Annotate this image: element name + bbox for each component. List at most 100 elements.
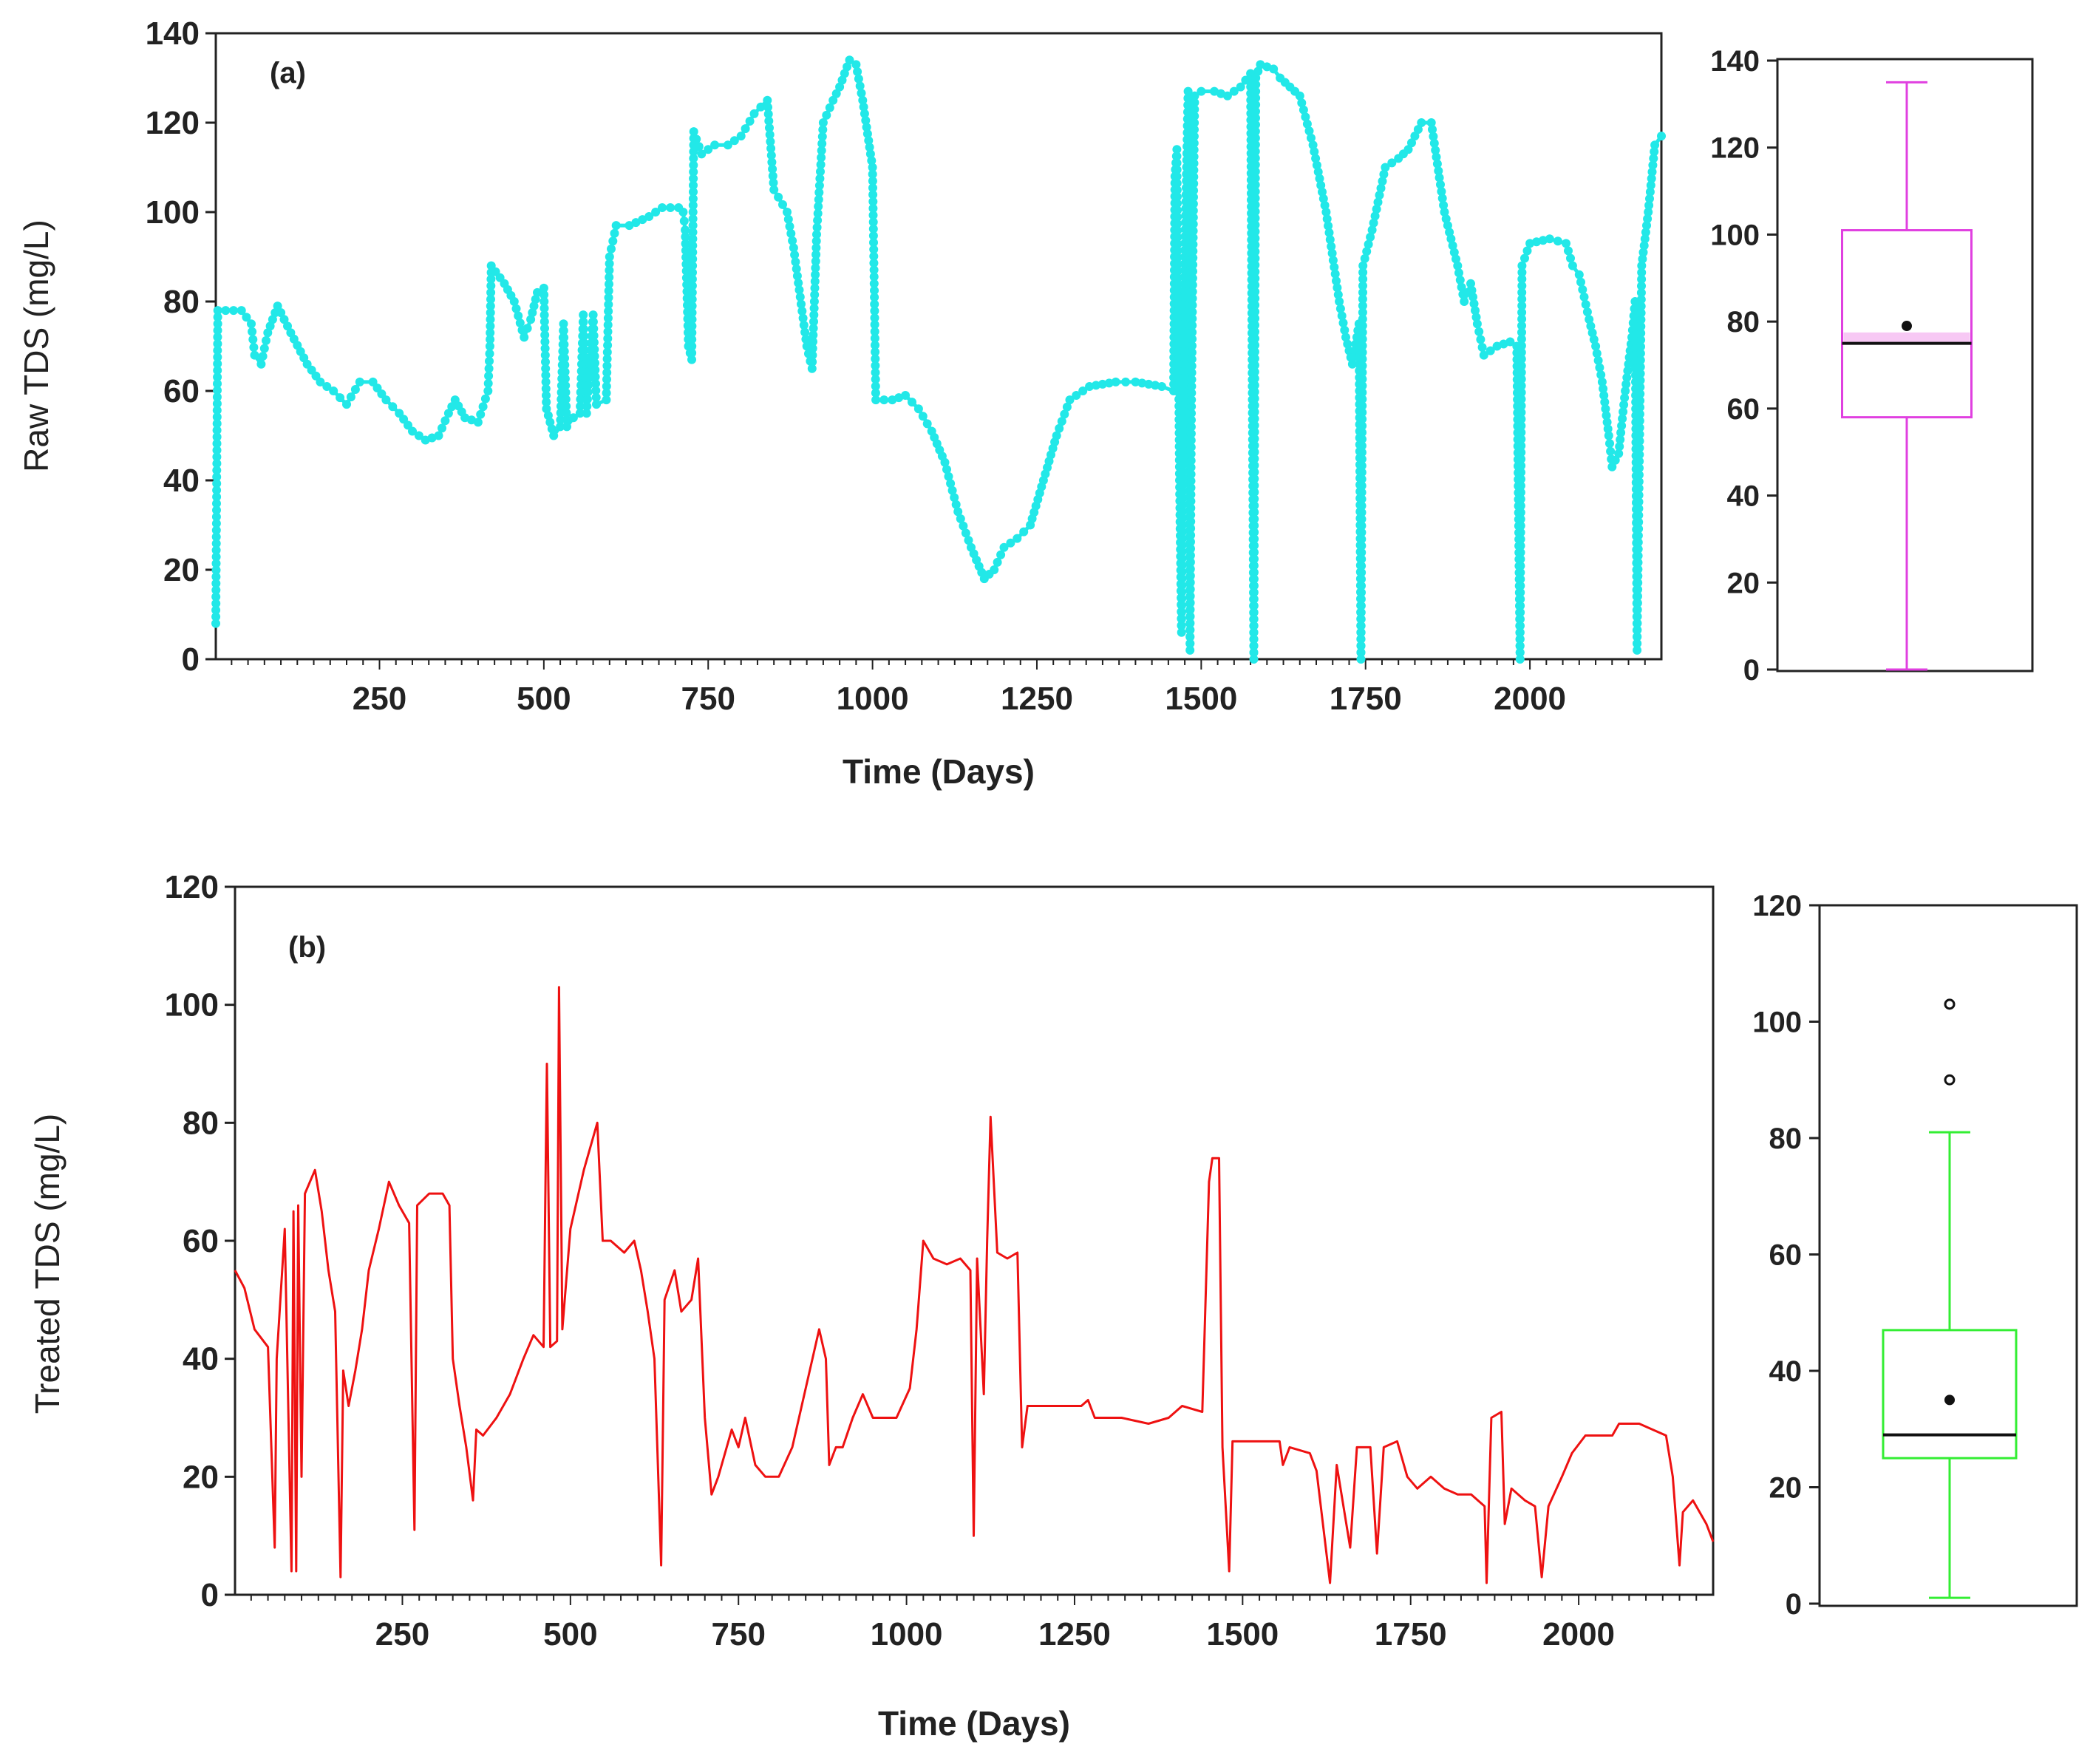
outlier-point	[1944, 998, 1956, 1010]
box-y-tick-label: 120	[1710, 132, 1760, 165]
data-point	[1439, 200, 1449, 210]
data-point	[1335, 304, 1345, 313]
data-point	[1635, 463, 1644, 473]
data-point	[868, 163, 877, 172]
data-point	[1623, 366, 1633, 375]
data-point	[1357, 494, 1367, 504]
data-point	[1315, 174, 1324, 183]
data-point	[1185, 619, 1195, 628]
data-point	[1250, 434, 1259, 443]
data-point	[1517, 321, 1526, 330]
data-point	[1358, 341, 1367, 350]
data-point	[213, 319, 222, 329]
data-point	[1357, 568, 1367, 577]
data-point	[211, 565, 221, 575]
data-point	[1250, 367, 1259, 377]
x-tick-label: 1000	[837, 681, 909, 717]
data-point	[1250, 407, 1259, 417]
data-point	[809, 310, 819, 320]
data-point	[1188, 253, 1198, 262]
data-point	[1356, 607, 1366, 617]
data-point	[540, 350, 550, 360]
data-point	[486, 274, 496, 284]
data-point	[515, 319, 525, 327]
data-point	[485, 349, 494, 358]
data-point	[346, 392, 355, 402]
data-point	[603, 341, 613, 350]
data-point	[1638, 254, 1647, 264]
data-point	[871, 388, 880, 398]
data-point	[589, 324, 599, 333]
data-point	[1379, 169, 1389, 179]
data-point	[562, 422, 571, 432]
data-point	[1250, 260, 1260, 270]
data-point	[1302, 119, 1312, 129]
data-point	[1250, 427, 1259, 437]
data-point	[591, 358, 599, 368]
data-point	[1185, 551, 1195, 560]
data-point	[1188, 280, 1197, 290]
data-point	[540, 297, 549, 306]
data-point	[1407, 138, 1416, 148]
data-point	[1249, 601, 1259, 610]
data-point	[818, 125, 828, 134]
data-point	[868, 169, 877, 179]
data-point	[1636, 295, 1646, 304]
data-point	[1516, 594, 1525, 604]
data-point	[1645, 187, 1655, 197]
data-point	[1457, 282, 1466, 292]
data-point	[592, 400, 601, 409]
data-point	[1517, 468, 1525, 477]
data-point	[1356, 594, 1366, 604]
data-point	[1249, 607, 1259, 617]
data-point	[689, 180, 698, 190]
box-y-tick-label: 0	[1743, 654, 1760, 687]
data-point	[1295, 91, 1304, 101]
data-point	[414, 431, 423, 440]
data-point	[1078, 386, 1088, 395]
data-point	[1249, 581, 1259, 590]
data-point	[1173, 253, 1182, 262]
data-point	[1635, 443, 1644, 453]
data-point	[541, 357, 550, 367]
data-point	[213, 359, 222, 369]
data-point	[1187, 395, 1197, 404]
data-point	[545, 418, 555, 427]
data-point	[1173, 199, 1182, 208]
data-point	[1137, 378, 1147, 388]
y-tick-label: 0	[201, 1577, 219, 1613]
data-point	[523, 324, 532, 333]
panel-a-y-axis-title: Raw TDS (mg/L)	[17, 219, 55, 472]
data-point	[940, 457, 950, 467]
data-point	[247, 319, 256, 329]
data-point	[212, 399, 222, 409]
data-point	[213, 306, 222, 316]
data-point	[1358, 327, 1367, 337]
data-point	[783, 208, 792, 217]
data-point	[540, 324, 549, 333]
data-point	[1358, 314, 1367, 324]
data-point	[1188, 321, 1197, 330]
data-point	[959, 521, 968, 531]
data-point	[1634, 517, 1644, 527]
data-point	[1185, 598, 1195, 607]
data-point	[1599, 391, 1609, 401]
data-point	[953, 507, 963, 517]
data-point	[749, 109, 759, 118]
data-point	[1636, 349, 1645, 358]
data-point	[1249, 655, 1259, 664]
data-point	[1517, 448, 1526, 457]
data-point	[828, 95, 838, 105]
data-point	[543, 411, 553, 420]
data-point	[1446, 234, 1456, 244]
panel-b-y-ticks: 0 20 40 60 80 100 120	[165, 869, 235, 1613]
data-point	[1250, 467, 1259, 477]
data-point	[1516, 548, 1525, 557]
data-point	[1360, 253, 1369, 263]
data-point	[1189, 179, 1199, 188]
data-point	[1633, 558, 1643, 568]
data-point	[1593, 355, 1603, 365]
data-point	[531, 295, 540, 304]
panel-b-box-ticks: 0 20 40 60 80 100 120	[1752, 890, 1820, 1621]
data-point	[1250, 514, 1259, 524]
